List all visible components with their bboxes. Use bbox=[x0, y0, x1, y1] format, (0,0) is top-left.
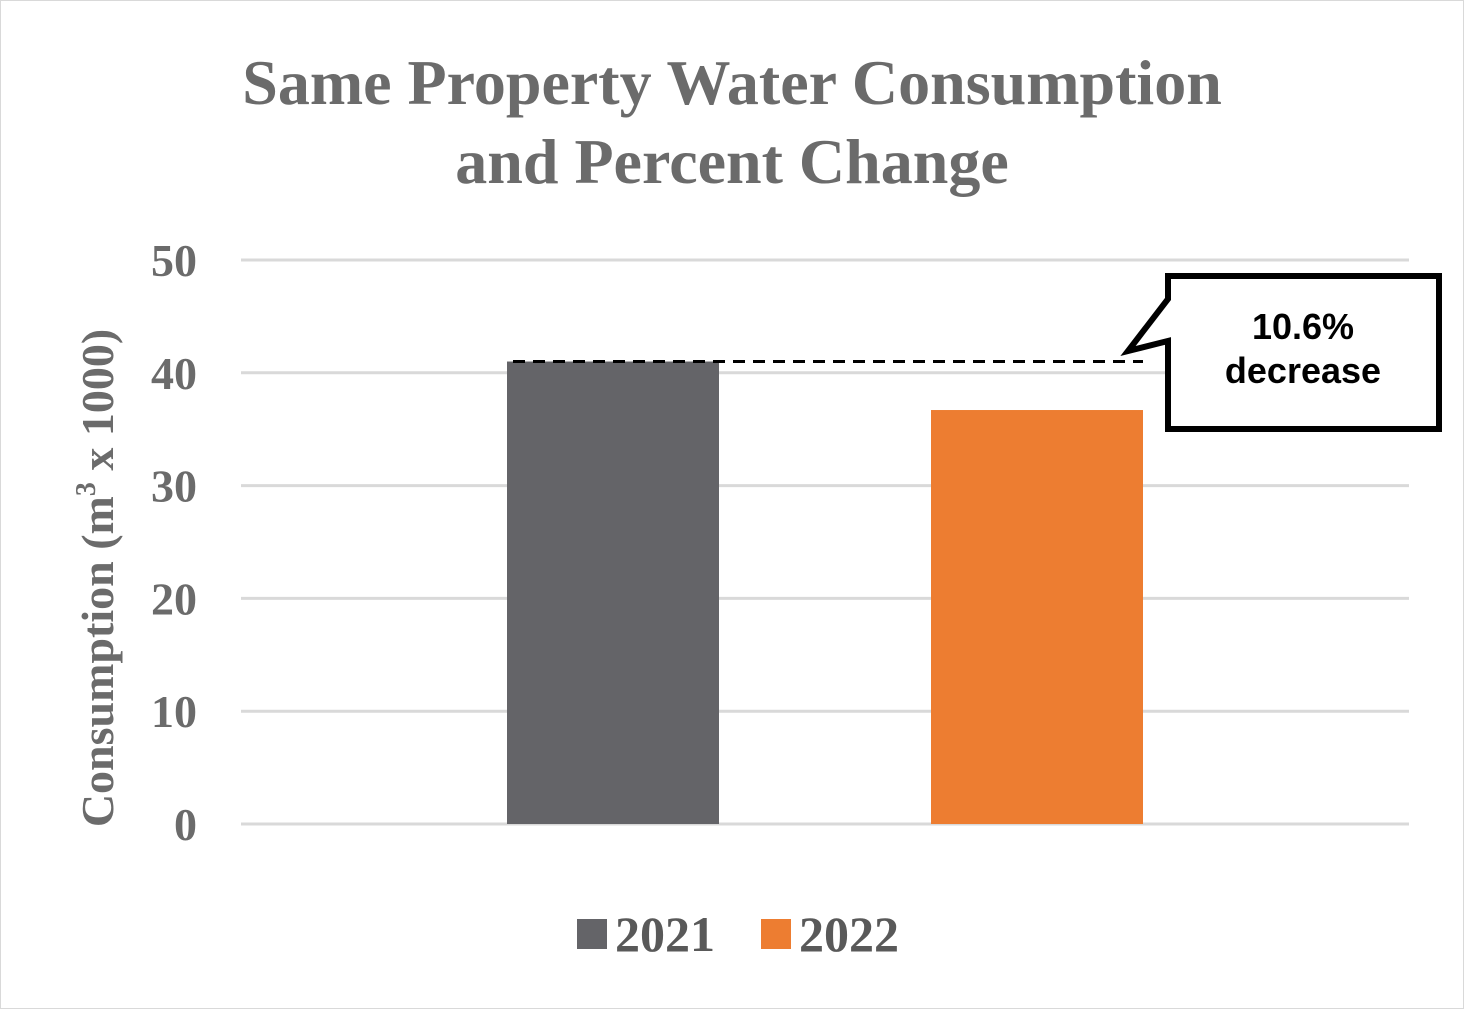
callout-label: decrease bbox=[1225, 350, 1381, 391]
bars bbox=[507, 361, 1143, 824]
y-axis-label: Consumption (m3 x 1000) bbox=[71, 329, 123, 827]
callout-percent: 10.6% bbox=[1252, 306, 1354, 347]
bar-2022 bbox=[931, 410, 1143, 824]
callout-shape bbox=[1120, 273, 1442, 432]
y-tick-label-50: 50 bbox=[151, 235, 197, 286]
y-axis-label-superscript: 3 bbox=[71, 482, 102, 496]
legend-swatch-2021 bbox=[577, 919, 607, 949]
callout-box: 10.6% decrease bbox=[1120, 273, 1442, 432]
chart-title-line-2: and Percent Change bbox=[455, 126, 1008, 197]
y-tick-label-40: 40 bbox=[151, 348, 197, 399]
chart-title-line-1: Same Property Water Consumption bbox=[242, 47, 1222, 118]
legend-swatch-2022 bbox=[761, 919, 791, 949]
legend-label-2022: 2022 bbox=[799, 906, 899, 962]
y-tick-label-0: 0 bbox=[174, 799, 197, 850]
y-axis-label-suffix: x 1000) bbox=[72, 329, 123, 482]
gridlines bbox=[241, 258, 1409, 826]
bar-2021 bbox=[507, 361, 719, 824]
y-tick-label-10: 10 bbox=[151, 686, 197, 737]
y-axis-label-prefix: Consumption (m bbox=[72, 496, 123, 827]
legend: 2021 2022 bbox=[577, 906, 899, 962]
legend-label-2021: 2021 bbox=[615, 906, 715, 962]
y-tick-label-30: 30 bbox=[151, 461, 197, 512]
y-axis-ticks: 0 10 20 30 40 50 bbox=[151, 235, 197, 850]
y-tick-label-20: 20 bbox=[151, 573, 197, 624]
